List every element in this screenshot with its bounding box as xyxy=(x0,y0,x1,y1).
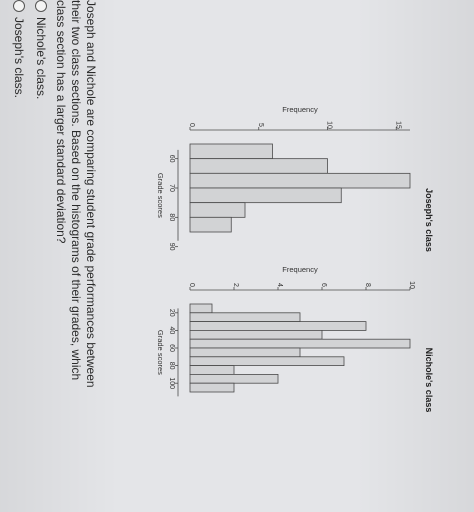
frequency-tick-label: 15 xyxy=(394,121,401,129)
y-axis-label: Frequency xyxy=(282,265,318,274)
frequency-tick-label: 8 xyxy=(364,283,371,287)
histogram-bar xyxy=(189,374,279,384)
frequency-tick-label: 4 xyxy=(276,283,283,287)
grade-tick-label: 80 xyxy=(168,213,175,221)
histogram-bar xyxy=(189,338,411,349)
histogram-bar xyxy=(189,382,235,393)
x-axis-label: Grade scores xyxy=(156,173,165,218)
josephs-class-histogram: Joseph's class Frequency Grade scores 0 5… xyxy=(156,105,434,252)
frequency-tick-label: 6 xyxy=(320,283,327,287)
histogram-bar xyxy=(189,312,301,322)
histogram-bar xyxy=(189,202,246,218)
option-nicholes-class[interactable]: Nichole's class. xyxy=(34,0,48,99)
grade-tick-label: 20 xyxy=(168,309,175,317)
frequency-tick-label: 5 xyxy=(257,123,264,127)
option-josephs-class[interactable]: Joseph's class. xyxy=(12,0,26,98)
frequency-tick-label: 2 xyxy=(232,283,239,287)
x-axis-label: Grade scores xyxy=(156,330,165,375)
frequency-tick-label: 10 xyxy=(408,281,415,289)
nicholes-class-histogram: Nichole's class Frequency Grade scores 0… xyxy=(156,265,434,413)
grade-tick-label: 100 xyxy=(168,377,175,389)
grade-tick-label: 60 xyxy=(168,344,175,352)
option-label: Joseph's class. xyxy=(12,17,26,98)
histogram-bar xyxy=(189,330,323,340)
histogram-bar xyxy=(189,347,301,358)
grade-tick-label: 60 xyxy=(168,155,175,163)
radio-button[interactable] xyxy=(35,0,47,12)
histogram-bar xyxy=(189,187,342,204)
chart-title: Joseph's class xyxy=(424,188,434,252)
histogram-bar xyxy=(189,303,213,314)
chart-title: Nichole's class xyxy=(424,348,434,413)
histogram-bar xyxy=(189,172,411,189)
grade-tick-label: 70 xyxy=(168,184,175,192)
frequency-tick-label: 0 xyxy=(188,283,195,287)
histogram-bar xyxy=(189,321,367,331)
radio-button[interactable] xyxy=(13,0,25,12)
histogram-bar xyxy=(189,158,328,174)
histogram-bar xyxy=(189,356,345,367)
option-label: Nichole's class. xyxy=(34,17,48,100)
frequency-tick-label: 0 xyxy=(188,123,195,127)
grade-tick-label: 80 xyxy=(168,362,175,370)
y-axis-label: Frequency xyxy=(282,105,318,114)
frequency-tick-label: 10 xyxy=(326,121,333,129)
grade-tick-label: 90 xyxy=(168,243,175,251)
histogram-bar xyxy=(189,143,273,160)
question-panel: Joseph and Nichole are comparing student… xyxy=(0,0,130,512)
question-text: Joseph and Nichole are comparing student… xyxy=(54,0,98,388)
histogram-bar xyxy=(189,365,235,375)
grade-tick-label: 40 xyxy=(168,327,175,335)
histogram-bar xyxy=(189,216,232,233)
